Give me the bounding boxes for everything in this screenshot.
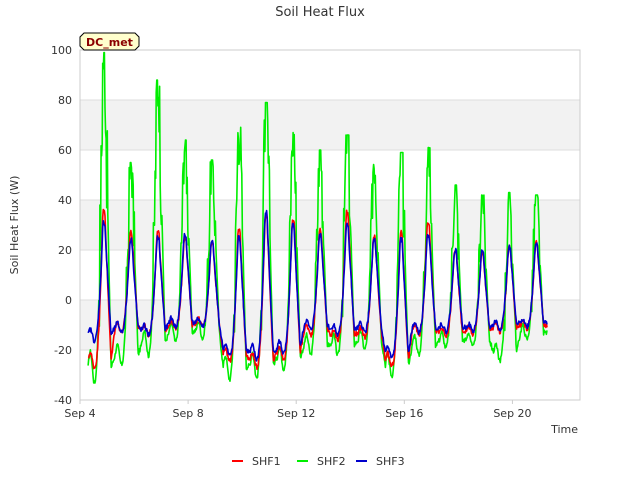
- x-tick-label: Sep 20: [493, 407, 531, 420]
- y-tick-label: 40: [58, 194, 72, 207]
- grid-bands: [80, 50, 580, 400]
- x-tick-label: Sep 16: [385, 407, 423, 420]
- station-badge-label: DC_met: [86, 36, 133, 49]
- y-tick-label: 80: [58, 94, 72, 107]
- y-axis-label: Soil Heat Flux (W): [8, 176, 21, 275]
- legend-label-shf3: SHF3: [376, 455, 405, 468]
- x-axis-label: Time: [550, 423, 578, 436]
- y-tick-label: 60: [58, 144, 72, 157]
- y-tick-label: 20: [58, 244, 72, 257]
- y-tick-label: 0: [65, 294, 72, 307]
- x-tick-label: Sep 12: [277, 407, 315, 420]
- x-axis: Sep 4 Sep 8 Sep 12 Sep 16 Sep 20: [64, 400, 532, 420]
- grid-band: [80, 100, 580, 150]
- station-badge: DC_met: [79, 32, 140, 51]
- x-tick-label: Sep 8: [172, 407, 203, 420]
- y-tick-label: 100: [51, 44, 72, 57]
- legend-label-shf1: SHF1: [252, 455, 281, 468]
- grid-band: [80, 50, 580, 100]
- y-tick-label: -40: [54, 394, 72, 407]
- series-line-shf3: [87, 209, 548, 362]
- plot-area: [79, 49, 581, 401]
- grid-band: [80, 150, 580, 200]
- series-layer: [87, 51, 548, 384]
- grid-band: [80, 350, 580, 400]
- y-axis: -40 -20 0 20 40 60 80 100: [51, 44, 72, 407]
- y-tick-label: -20: [54, 344, 72, 357]
- legend: SHF1 SHF2 SHF3: [232, 455, 405, 468]
- chart-title: Soil Heat Flux: [275, 5, 365, 20]
- legend-label-shf2: SHF2: [317, 455, 346, 468]
- x-tick-label: Sep 4: [64, 407, 95, 420]
